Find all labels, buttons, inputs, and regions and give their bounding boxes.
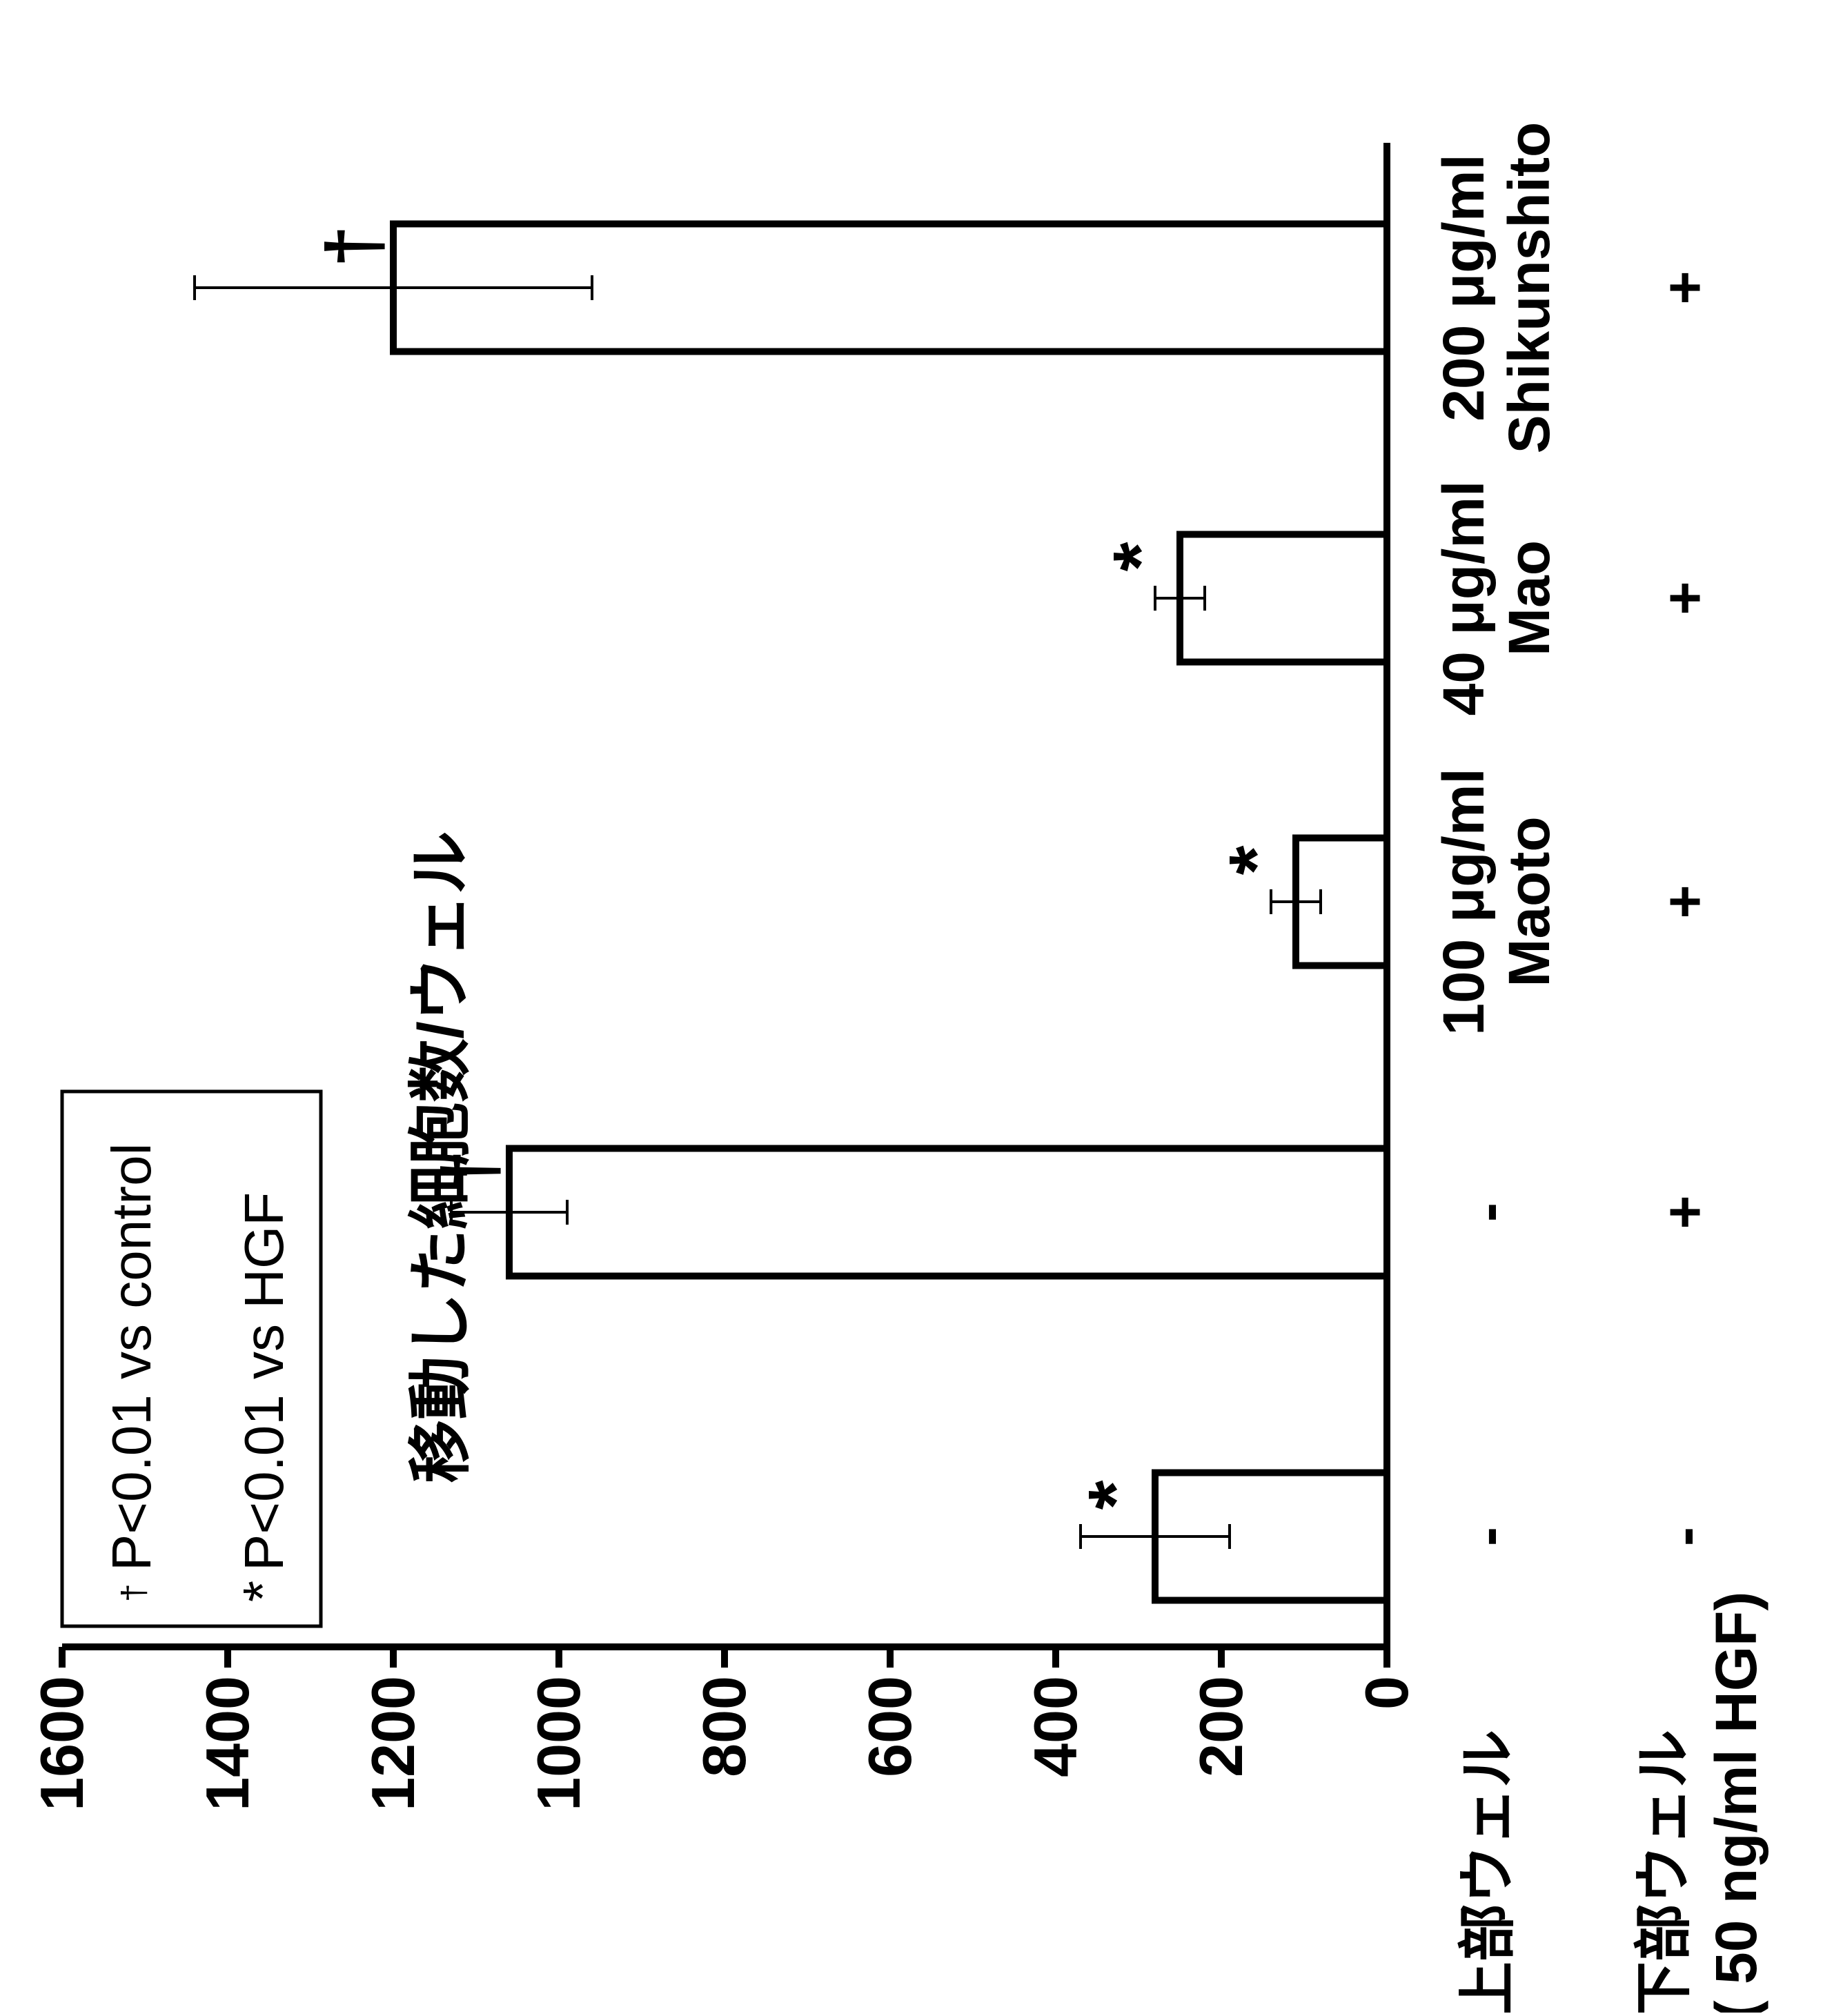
lower-well-label: 下部ウェル [1631, 1730, 1696, 2013]
lower-well-value: + [1652, 1195, 1717, 1229]
upper-well-value: - [1455, 1527, 1520, 1546]
upper-well-name: Shikunshito [1497, 122, 1561, 454]
y-tick-label: 1600 [28, 1676, 96, 1811]
y-ticks: 0 200 400 600 800 1000 1200 1400 1600 [28, 1647, 1421, 1811]
upper-well-value: - [1455, 1203, 1520, 1222]
significance-asterisk: * [1098, 542, 1183, 571]
upper-well-name: Mao [1497, 540, 1561, 656]
bar [506, 1145, 1390, 1280]
upper-well-value: 200 μg/ml [1431, 154, 1496, 422]
y-tick-label: 200 [1187, 1676, 1255, 1777]
y-tick-label: 400 [1021, 1676, 1090, 1777]
legend: † P<0.01 vs control * P<0.01 vs HGF [60, 1089, 323, 1628]
lower-well-value: - [1652, 1527, 1717, 1546]
lower-well-value: + [1652, 270, 1717, 304]
bars: * † * * † [193, 220, 1390, 1604]
category-labels: - - 100 μg/ml Maoto 40 μg/ml Mao 200 μg/ml Shik… [1431, 122, 1717, 1546]
y-tick-label: 1200 [359, 1676, 427, 1811]
chart-rotated-group: 0 200 400 600 800 1000 1200 1400 1600 * † * * † - - 10… [28, 122, 1768, 2016]
y-tick-label: 1400 [193, 1676, 262, 1811]
upper-well-name: Maoto [1497, 816, 1561, 987]
legend-symbol-dagger: † [116, 1583, 152, 1602]
y-axis-label: 移動した細胞数/ウェル [406, 831, 476, 1483]
legend-entry-control: P<0.01 vs control [101, 1143, 162, 1571]
significance-asterisk: * [1073, 1480, 1158, 1510]
lower-well-hgf-label: ( 50 ng/ml HGF) [1704, 1592, 1768, 2013]
y-tick-label: 600 [856, 1676, 924, 1777]
significance-asterisk: * [1214, 845, 1299, 875]
lower-well-value: + [1652, 581, 1717, 615]
y-tick-label: 1000 [524, 1676, 593, 1811]
lower-well-value: + [1652, 885, 1717, 918]
significance-dagger: † [311, 225, 396, 267]
bar [1176, 531, 1390, 666]
y-tick-label: 0 [1352, 1676, 1421, 1710]
upper-well-label: 上部ウェル [1455, 1730, 1520, 2013]
upper-well-value: 100 μg/ml [1431, 768, 1496, 1036]
upper-well-value: 40 μg/ml [1431, 481, 1496, 716]
legend-box [60, 1089, 323, 1628]
y-tick-label: 800 [690, 1676, 758, 1777]
legend-symbol-asterisk: * [232, 1581, 293, 1602]
legend-entry-hgf: P<0.01 vs HGF [233, 1192, 295, 1571]
significance-dagger: † [427, 1149, 512, 1192]
